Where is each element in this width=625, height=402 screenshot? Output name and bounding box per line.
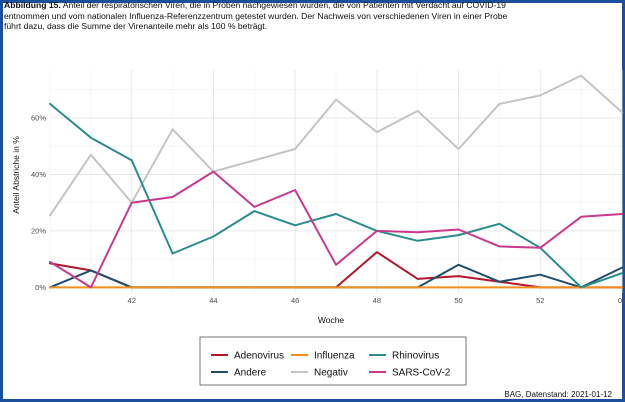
series-line-negativ (49, 74, 623, 217)
y-tick-labels: 0% 20% 40% 60% (31, 113, 46, 291)
series-line-sars-cov-2 (49, 170, 623, 289)
y-axis-label: Anteil Abstriche in % (11, 136, 21, 214)
legend-item-adenovirus-label: Adenovirus (234, 351, 284, 362)
grid (49, 70, 623, 293)
y-tick-label: 20% (31, 226, 46, 235)
x-axis-label: Woche (318, 315, 345, 325)
caption-label: Abbildung 15. (4, 0, 61, 10)
series-line-rhinovirus (49, 102, 623, 289)
y-tick-label: 40% (31, 170, 46, 179)
legend-item-sars-cov-2-label: SARS-CoV-2 (392, 368, 451, 379)
x-tick-labels: 42 44 46 48 50 52 01 (128, 296, 625, 305)
legend: Adenovirus Influenza Rhinovirus Andere Negat… (211, 351, 451, 379)
x-tick-label: 46 (291, 296, 299, 305)
y-tick-label: 0% (35, 283, 46, 292)
x-tick-label: 44 (209, 296, 217, 305)
legend-item-andere-label: Andere (234, 368, 267, 379)
caption-text: Anteil der respiratorischen Viren, die i… (4, 0, 508, 32)
legend-box (199, 336, 467, 386)
data-source-footer: BAG, Datenstand: 2021-01-12 (504, 390, 612, 399)
legend-item-negativ-label: Negativ (314, 368, 348, 379)
legend-item-influenza-label: Influenza (314, 351, 355, 362)
legend-item-rhinovirus-label: Rhinovirus (392, 351, 439, 362)
x-tick-label: 52 (536, 296, 544, 305)
x-tick-label: 50 (454, 296, 462, 305)
figure-caption: Abbildung 15. Anteil der respiratorische… (4, 0, 625, 32)
x-tick-label: 42 (128, 296, 136, 305)
series-lines (49, 74, 623, 289)
x-tick-label: 48 (373, 296, 381, 305)
x-tick-label: 01 (618, 296, 625, 305)
y-tick-label: 60% (31, 113, 46, 122)
